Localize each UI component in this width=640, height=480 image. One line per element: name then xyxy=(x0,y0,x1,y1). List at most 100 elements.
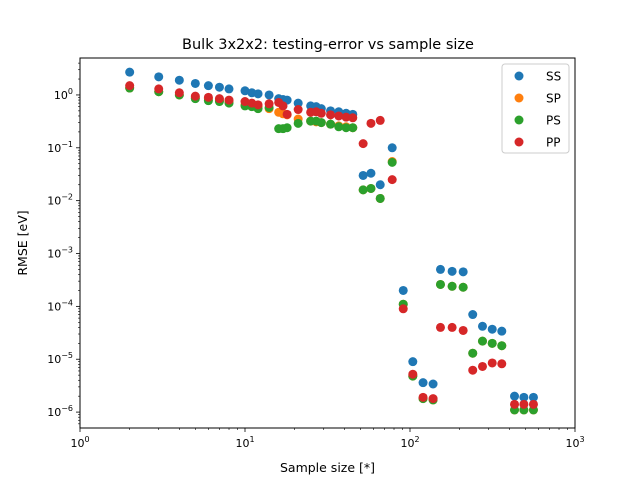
data-point-ss xyxy=(125,67,135,77)
y-tick-label: 10−5 xyxy=(47,351,73,366)
data-point-pp xyxy=(341,112,351,122)
legend-marker-sp xyxy=(514,93,524,103)
data-point-ss xyxy=(154,72,164,82)
y-tick-label: 10−3 xyxy=(47,246,73,261)
data-point-pp xyxy=(278,101,288,111)
y-axis-label: RMSE [eV] xyxy=(15,210,30,275)
legend-label-pp: PP xyxy=(546,136,560,150)
data-point-ps xyxy=(477,336,487,346)
data-point-ps xyxy=(358,185,368,195)
data-point-ss xyxy=(447,266,457,276)
data-point-ps xyxy=(387,157,397,167)
data-point-ps xyxy=(497,341,507,351)
data-point-pp xyxy=(458,325,468,335)
y-tick-label: 10−6 xyxy=(47,404,73,419)
data-point-ss xyxy=(487,324,497,334)
data-point-ss xyxy=(190,78,200,88)
data-point-pp xyxy=(125,81,135,91)
plot-frame xyxy=(79,57,576,429)
data-point-ss xyxy=(428,379,438,389)
series-pp xyxy=(125,81,538,409)
data-point-pp xyxy=(174,88,184,98)
data-point-ss xyxy=(358,170,368,180)
chart-title: Bulk 3x2x2: testing-error vs sample size xyxy=(182,37,474,53)
data-point-pp xyxy=(334,111,344,121)
x-tick-label: 100 xyxy=(70,435,89,450)
data-point-pp xyxy=(398,304,408,314)
legend-marker-ss xyxy=(514,71,524,81)
data-point-pp xyxy=(497,359,507,369)
x-axis-label: Sample size [*] xyxy=(280,460,375,475)
data-point-ss xyxy=(528,392,538,402)
data-point-ss xyxy=(224,84,234,94)
data-point-ss xyxy=(366,168,376,178)
data-point-pp xyxy=(366,118,376,128)
data-point-ss xyxy=(375,180,385,190)
data-point-ss xyxy=(293,98,303,108)
data-point-ss xyxy=(174,75,184,85)
data-point-pp xyxy=(468,365,478,375)
data-point-pp xyxy=(487,358,497,368)
data-point-ps xyxy=(282,123,292,133)
data-point-ps xyxy=(326,119,336,129)
data-point-pp xyxy=(203,92,213,102)
y-tick-label: 10−4 xyxy=(47,298,73,313)
data-point-ps xyxy=(366,183,376,193)
data-point-pp xyxy=(264,99,274,109)
x-tick-label: 102 xyxy=(400,435,419,450)
data-point-pp xyxy=(214,94,224,104)
data-point-ss xyxy=(510,391,520,401)
data-point-pp xyxy=(408,369,418,379)
data-point-ss xyxy=(477,321,487,331)
data-point-ps xyxy=(348,123,358,133)
legend-label-ps: PS xyxy=(546,114,561,128)
data-point-pp xyxy=(326,110,336,120)
legend-marker-pp xyxy=(514,137,524,147)
data-point-pp xyxy=(348,113,358,123)
data-point-pp xyxy=(387,175,397,185)
axes: 100 101 102 103 10−6 10−5 10−4 10−3 10−2 10−1 100 xyxy=(47,62,585,450)
data-point-ss xyxy=(468,310,478,320)
data-point-pp xyxy=(293,105,303,115)
data-point-ps xyxy=(375,193,385,203)
data-point-pp xyxy=(519,399,529,409)
data-point-pp xyxy=(358,139,368,149)
data-point-pp xyxy=(510,399,520,409)
data-point-ss xyxy=(264,90,274,100)
data-point-pp xyxy=(316,108,326,118)
data-point-ss xyxy=(214,82,224,92)
legend: SS SP PS PP xyxy=(501,63,570,154)
data-point-pp xyxy=(240,97,250,107)
y-tick-label: 10−2 xyxy=(47,193,73,208)
x-tick-label: 103 xyxy=(565,435,584,450)
data-point-ps xyxy=(458,282,468,292)
data-point-ss xyxy=(203,81,213,91)
data-point-ss xyxy=(519,392,529,402)
data-point-ss xyxy=(418,378,428,388)
data-point-ps xyxy=(435,279,445,289)
data-point-ss xyxy=(398,285,408,295)
data-point-pp xyxy=(253,100,263,110)
x-tick-label: 101 xyxy=(235,435,254,450)
data-point-ss xyxy=(253,89,263,99)
data-point-ps xyxy=(487,338,497,348)
data-point-pp xyxy=(428,394,438,404)
data-point-ss xyxy=(387,143,397,153)
data-point-ps xyxy=(316,118,326,128)
data-point-pp xyxy=(447,322,457,332)
data-point-pp xyxy=(435,322,445,332)
data-point-pp xyxy=(418,392,428,402)
data-point-ss xyxy=(408,357,418,367)
data-point-pp xyxy=(477,361,487,371)
y-tick-label: 10−1 xyxy=(47,140,73,155)
data-point-pp xyxy=(528,399,538,409)
data-point-ss xyxy=(458,267,468,277)
y-tick-label: 100 xyxy=(54,87,73,102)
data-point-pp xyxy=(282,109,292,119)
data-point-ps xyxy=(293,118,303,128)
plot-area xyxy=(125,67,538,415)
data-point-ps xyxy=(468,348,478,358)
legend-label-ss: SS xyxy=(546,70,561,84)
data-point-ps xyxy=(341,123,351,133)
